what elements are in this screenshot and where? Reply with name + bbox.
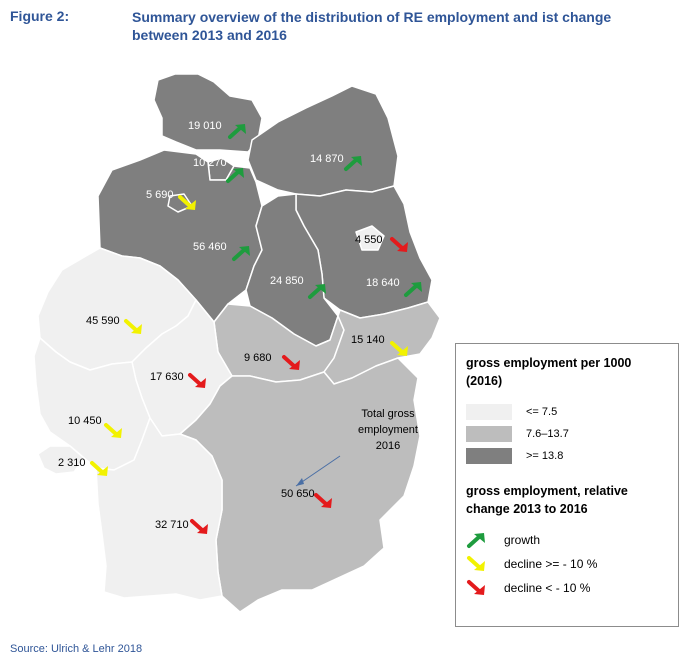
legend-density-title-line2: (2016) [466,374,503,388]
state-value-label: 14 870 [310,153,344,165]
annotation-pointer [295,455,341,487]
legend-decline-small-arrow-icon [467,556,485,571]
legend-class-medium-label: 7.6–13.7 [526,428,569,440]
decline-arrow-icon [124,319,142,334]
source-note: Source: Ulrich & Lehr 2018 [10,643,143,655]
state-value-label: 10 450 [68,415,102,427]
legend-density-title-line1: gross employment per 1000 [466,356,632,370]
legend-density-title: gross employment per 1000 (2016) [466,354,671,390]
state-value-label: 15 140 [351,334,385,346]
decline-arrow-icon [90,461,108,476]
legend-swatch-dark [466,448,512,464]
figure-title-line1: Summary overview of the distribution of … [132,9,612,25]
state-value-label: 50 650 [281,488,315,500]
legend-swatch-light [466,404,512,420]
growth-arrow-icon [228,124,246,139]
state-baden-wuerttemberg [95,417,223,601]
legend-class-dark-label: >= 13.8 [526,450,564,462]
legend-swatch-medium [466,426,512,442]
figure-title: Summary overview of the distribution of … [132,8,682,44]
annotation-pointer-head [296,478,304,486]
germany-map: Total gross employment 2016 19 010 10 270… [33,73,441,613]
growth-arrow-icon [404,282,422,297]
state-value-label: 10 270 [193,157,227,169]
state-berlin [355,225,385,251]
state-value-label: 4 550 [355,234,383,246]
legend-decline-small-label: decline >= - 10 % [504,557,598,571]
state-sachsen [323,301,441,385]
state-value-label: 17 630 [150,371,184,383]
growth-arrow-icon [344,156,362,171]
annotation-line1: Total gross [361,408,415,420]
legend-decline-large-arrow-icon [467,580,485,595]
legend-change-title: gross employment, relative change 2013 t… [466,482,671,518]
state-value-label: 24 850 [270,275,304,287]
legend-class-light-label: <= 7.5 [526,406,558,418]
state-value-label: 9 680 [244,352,272,364]
decline-arrow-icon [188,373,206,388]
state-value-label: 32 710 [155,519,189,531]
decline-arrow-icon [282,355,300,370]
legend-growth-label: growth [504,533,541,547]
state-value-label: 45 590 [86,315,120,327]
legend-change-title-line2: change 2013 to 2016 [466,502,588,516]
figure-title-line2: between 2013 and 2016 [132,27,287,43]
decline-arrow-icon [390,341,408,356]
growth-arrow-icon [308,284,326,299]
state-schleswig-holstein [153,73,263,153]
decline-arrow-icon [104,423,122,438]
growth-arrow-icon [232,246,250,261]
legend-decline-large-label: decline < - 10 % [504,581,591,595]
state-value-label: 18 640 [366,277,400,289]
legend-change-title-line1: gross employment, relative [466,484,628,498]
legend-growth-arrow-icon [467,533,485,548]
map-legend: gross employment per 1000 (2016) <= 7.5 … [455,343,679,627]
decline-arrow-icon [190,519,208,534]
growth-arrow-icon [226,168,244,183]
decline-arrow-icon [390,237,408,252]
state-saarland [37,445,85,475]
state-value-label: 5 690 [146,189,174,201]
state-value-label: 19 010 [188,120,222,132]
annotation-line3: 2016 [376,440,400,452]
decline-arrow-icon [314,493,332,508]
state-value-label: 56 460 [193,241,227,253]
state-mecklenburg-vorpommern [247,85,399,197]
figure-label: Figure 2: [10,8,70,24]
annotation-line2: employment [358,424,418,436]
decline-arrow-icon [178,195,196,210]
state-value-label: 2 310 [58,457,86,469]
